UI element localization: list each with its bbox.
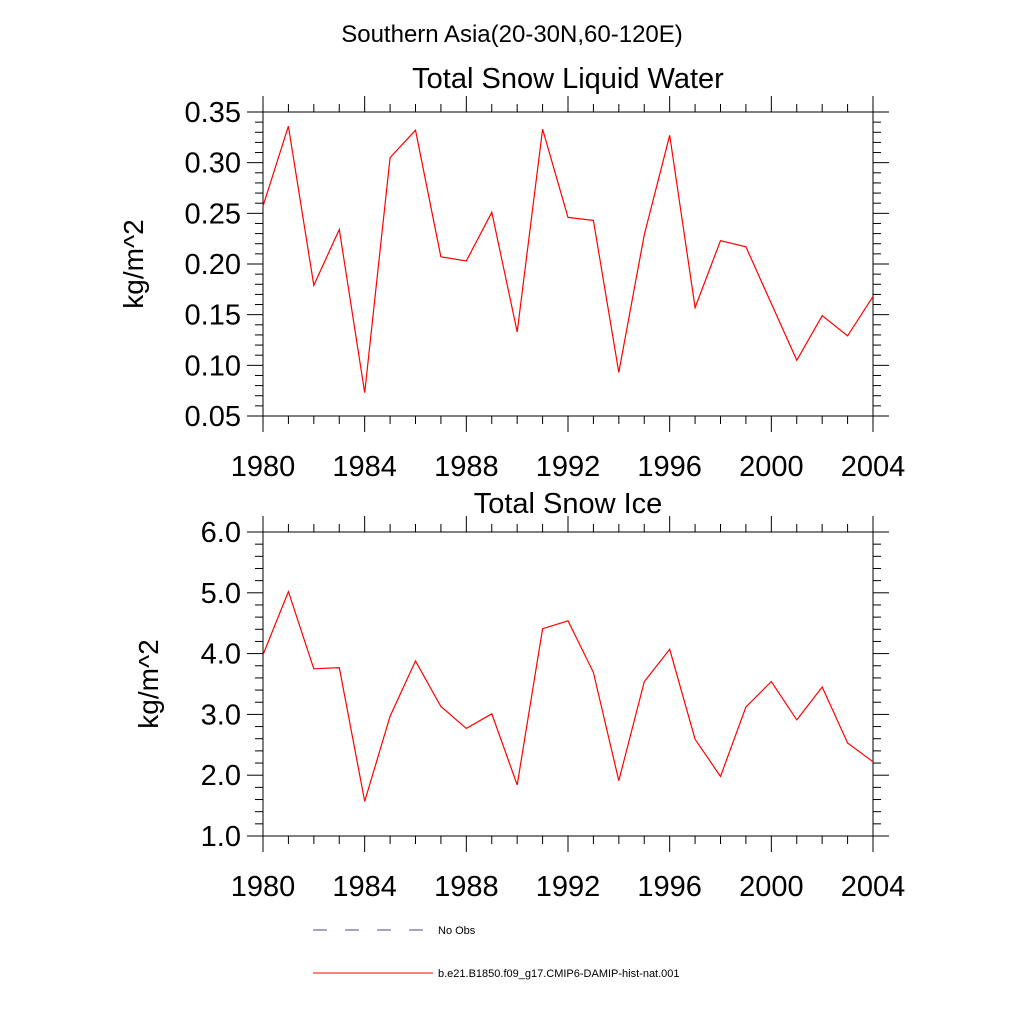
legend: No Obs b.e21.B1850.f09_g17.CMIP6-DAMIP-hi… xyxy=(313,925,680,980)
x-tick-label: 1984 xyxy=(332,871,397,903)
x-tick-label: 1996 xyxy=(637,451,702,483)
legend-item-1: No Obs xyxy=(313,925,476,937)
y-axis-label: kg/m^2 xyxy=(133,639,164,728)
legend-label: b.e21.B1850.f09_g17.CMIP6-DAMIP-hist-nat… xyxy=(438,968,680,980)
y-tick-label: 3.0 xyxy=(201,699,241,731)
y-tick-label: 0.35 xyxy=(185,97,241,129)
page-title: Southern Asia(20-30N,60-120E) xyxy=(341,21,683,48)
y-tick-label: 0.30 xyxy=(185,148,241,180)
y-tick-label: 0.25 xyxy=(185,198,241,230)
x-tick-label: 1988 xyxy=(434,871,499,903)
x-tick-label: 1984 xyxy=(332,451,397,483)
chart-panel-1: Total Snow Liquid Water kg/m^2 1980 1984 198… xyxy=(118,63,905,483)
y-tick-label: 0.05 xyxy=(185,401,241,433)
y-axis-label: kg/m^2 xyxy=(118,219,149,308)
plot-frame xyxy=(262,111,874,417)
series-line-1 xyxy=(262,589,874,802)
x-tick-label: 1988 xyxy=(434,451,499,483)
chart-title: Total Snow Ice xyxy=(474,488,663,520)
x-tick-label: 1980 xyxy=(231,451,296,483)
panels: Total Snow Liquid Water kg/m^2 1980 1984 198… xyxy=(118,63,905,903)
chart-panel-2: Total Snow Ice kg/m^2 1980 1984 1988 1992 1996… xyxy=(133,488,905,903)
y-tick-label: 2.0 xyxy=(201,760,241,792)
x-tick-label: 2000 xyxy=(739,451,804,483)
chart-title: Total Snow Liquid Water xyxy=(412,63,724,95)
y-tick-label: 0.10 xyxy=(185,350,241,382)
y-tick-label: 0.15 xyxy=(185,300,241,332)
plot-frame xyxy=(262,531,874,837)
x-tick-label: 1992 xyxy=(536,871,601,903)
legend-item-2: b.e21.B1850.f09_g17.CMIP6-DAMIP-hist-nat… xyxy=(313,968,680,980)
legend-label: No Obs xyxy=(438,925,476,937)
x-tick-label: 2000 xyxy=(739,871,804,903)
series-line-1 xyxy=(262,126,874,393)
y-tick-label: 4.0 xyxy=(201,639,241,671)
y-tick-label: 6.0 xyxy=(201,517,241,549)
x-tick-label: 1992 xyxy=(536,451,601,483)
x-tick-label: 1996 xyxy=(637,871,702,903)
y-tick-label: 5.0 xyxy=(201,578,241,610)
y-tick-label: 0.20 xyxy=(185,249,241,281)
x-tick-label: 2004 xyxy=(841,871,906,903)
y-tick-label: 1.0 xyxy=(201,821,241,853)
x-tick-label: 2004 xyxy=(841,451,906,483)
x-tick-label: 1980 xyxy=(231,871,296,903)
